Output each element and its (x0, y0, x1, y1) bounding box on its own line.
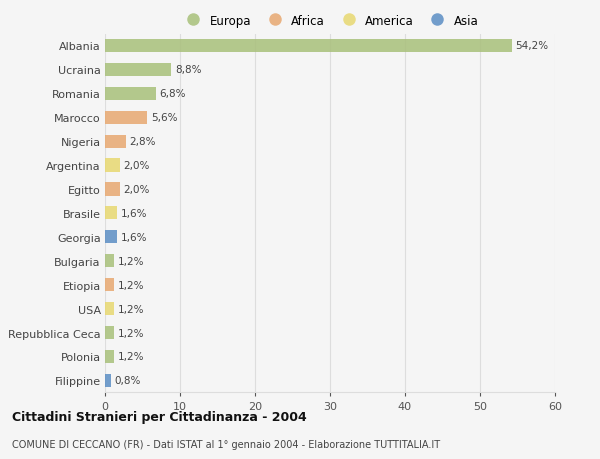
Text: 1,2%: 1,2% (118, 256, 144, 266)
Text: 1,6%: 1,6% (121, 232, 147, 242)
Bar (105, 255, 114, 268)
Bar (105, 40, 511, 53)
Bar (105, 159, 120, 172)
Text: 2,8%: 2,8% (130, 137, 156, 147)
Bar (105, 350, 114, 363)
Text: 8,8%: 8,8% (175, 65, 201, 75)
Bar (105, 183, 120, 196)
Text: 1,2%: 1,2% (118, 304, 144, 314)
Text: 54,2%: 54,2% (515, 41, 548, 51)
Bar (105, 302, 114, 315)
Text: 0,8%: 0,8% (115, 375, 141, 386)
Text: 5,6%: 5,6% (151, 113, 177, 123)
Bar (105, 64, 171, 77)
Bar (105, 112, 147, 124)
Bar (105, 279, 114, 291)
Text: 2,0%: 2,0% (124, 161, 150, 171)
Bar (105, 231, 117, 244)
Text: Cittadini Stranieri per Cittadinanza - 2004: Cittadini Stranieri per Cittadinanza - 2… (12, 410, 307, 423)
Bar (105, 88, 156, 101)
Text: 6,8%: 6,8% (160, 89, 186, 99)
Text: 1,6%: 1,6% (121, 208, 147, 218)
Text: 2,0%: 2,0% (124, 185, 150, 195)
Bar (105, 207, 117, 220)
Text: 1,2%: 1,2% (118, 352, 144, 362)
Text: 1,2%: 1,2% (118, 280, 144, 290)
Bar (105, 135, 126, 148)
Bar (105, 374, 111, 387)
Text: 1,2%: 1,2% (118, 328, 144, 338)
Text: COMUNE DI CECCANO (FR) - Dati ISTAT al 1° gennaio 2004 - Elaborazione TUTTITALIA: COMUNE DI CECCANO (FR) - Dati ISTAT al 1… (12, 440, 440, 449)
Bar (105, 326, 114, 339)
Legend: Europa, Africa, America, Asia: Europa, Africa, America, Asia (176, 10, 484, 32)
